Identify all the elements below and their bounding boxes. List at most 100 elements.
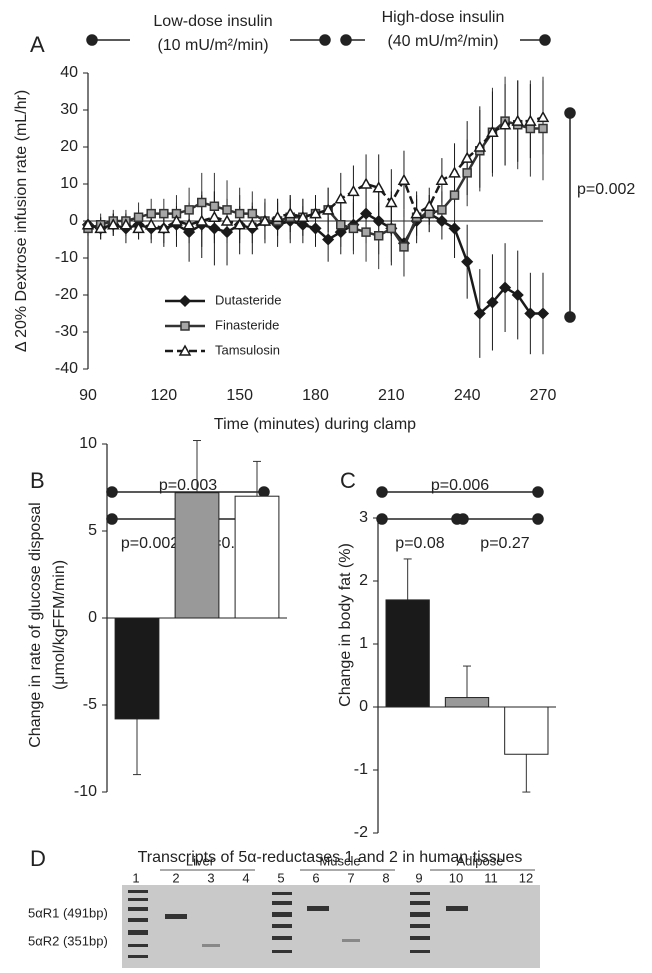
- y-tick-label: 1: [359, 635, 368, 652]
- marker: [309, 222, 322, 235]
- lane-number: 8: [382, 870, 389, 885]
- marker: [182, 218, 196, 230]
- annotation: p=0.08: [395, 535, 444, 552]
- marker: [473, 307, 486, 320]
- marker: [372, 214, 385, 228]
- marker: [180, 321, 190, 331]
- y-tick-label: 20: [60, 138, 78, 155]
- annotation: p=0.002: [121, 535, 179, 552]
- marker: [538, 123, 548, 134]
- marker: [170, 214, 183, 226]
- y-tick-label: 40: [60, 64, 78, 81]
- lane-number: 10: [449, 870, 463, 885]
- marker: [132, 221, 145, 234]
- gel: [122, 869, 540, 968]
- lane-number: 11: [484, 870, 498, 885]
- legend-label: Dutasteride: [215, 292, 281, 307]
- marker: [119, 218, 133, 230]
- bar: [174, 492, 220, 619]
- y-axis-label: Change in rate of glucose disposal: [27, 502, 44, 748]
- y-tick-label: 5: [88, 522, 97, 539]
- marker: [448, 166, 461, 178]
- x-axis-label: Time (minutes) during clamp: [214, 416, 416, 433]
- marker: [498, 118, 512, 130]
- legend-label: Finasteride: [215, 317, 279, 332]
- marker: [81, 218, 95, 230]
- marker: [473, 140, 487, 152]
- marker: [220, 226, 234, 239]
- marker: [435, 173, 449, 186]
- group-label: Liver: [186, 853, 215, 868]
- x-tick-label: 120: [150, 387, 177, 404]
- y-tick-label: -10: [74, 783, 97, 800]
- marker: [435, 214, 448, 228]
- marker: [195, 214, 209, 226]
- marker: [511, 114, 524, 126]
- marker: [296, 218, 309, 231]
- marker: [159, 208, 169, 219]
- lane-number: 5: [277, 870, 284, 885]
- marker: [372, 181, 385, 193]
- marker: [197, 197, 207, 208]
- panel-label: B: [30, 468, 45, 493]
- marker: [397, 173, 411, 186]
- y-tick-label: -40: [55, 360, 78, 377]
- lane-number: 12: [519, 870, 533, 885]
- marker: [209, 201, 220, 211]
- y-tick-label: -5: [83, 696, 97, 713]
- marker: [334, 226, 347, 239]
- marker: [183, 226, 196, 239]
- marker: [258, 214, 272, 226]
- marker: [309, 207, 322, 219]
- marker: [499, 281, 512, 294]
- annotation: p=0.006: [431, 477, 489, 494]
- annotation: p=0.002: [577, 181, 635, 198]
- x-tick-label: 270: [530, 387, 557, 404]
- marker: [385, 195, 398, 208]
- marker: [336, 219, 346, 230]
- marker: [178, 344, 192, 356]
- lane-number: 1: [132, 870, 139, 885]
- phase-label: High-dose insulin: [382, 9, 505, 26]
- bar: [444, 697, 490, 708]
- group-label: Muscle: [319, 853, 360, 868]
- y-tick-label: 2: [359, 572, 368, 589]
- marker: [322, 233, 335, 246]
- y-tick-label: 0: [359, 698, 368, 715]
- bar: [234, 495, 280, 619]
- marker: [373, 231, 384, 241]
- marker: [347, 184, 360, 197]
- lane-number: 3: [207, 870, 214, 885]
- marker: [359, 207, 373, 220]
- x-tick-label: 180: [302, 387, 329, 404]
- bar: [504, 706, 549, 755]
- marker: [233, 218, 246, 230]
- x-tick-label: 210: [378, 387, 405, 404]
- lane-number: 2: [172, 870, 179, 885]
- marker: [334, 192, 348, 204]
- y-axis-label: Δ 20% Dextrose infusion rate (mL/hr): [13, 90, 30, 352]
- bar: [114, 617, 160, 720]
- marker: [296, 210, 310, 223]
- x-tick-label: 90: [79, 387, 97, 404]
- marker: [359, 177, 373, 189]
- marker: [386, 223, 397, 234]
- marker: [321, 203, 335, 215]
- marker: [247, 208, 258, 219]
- y-tick-label: 10: [79, 435, 97, 452]
- marker: [462, 168, 472, 178]
- marker: [171, 208, 182, 219]
- lane-number: 4: [242, 870, 249, 885]
- lane-number: 9: [415, 870, 422, 885]
- annotation: p=0.27: [480, 535, 529, 552]
- y-tick-label: -1: [354, 761, 368, 778]
- marker: [524, 307, 537, 320]
- marker: [536, 110, 550, 123]
- gel-title: Transcripts of 5α-reductases 1 and 2 in …: [138, 849, 523, 866]
- y-tick-label: 10: [60, 175, 78, 192]
- group-label: Adipose: [457, 853, 504, 868]
- marker: [144, 218, 158, 230]
- panel-label: A: [30, 32, 45, 57]
- lane-number: 6: [312, 870, 319, 885]
